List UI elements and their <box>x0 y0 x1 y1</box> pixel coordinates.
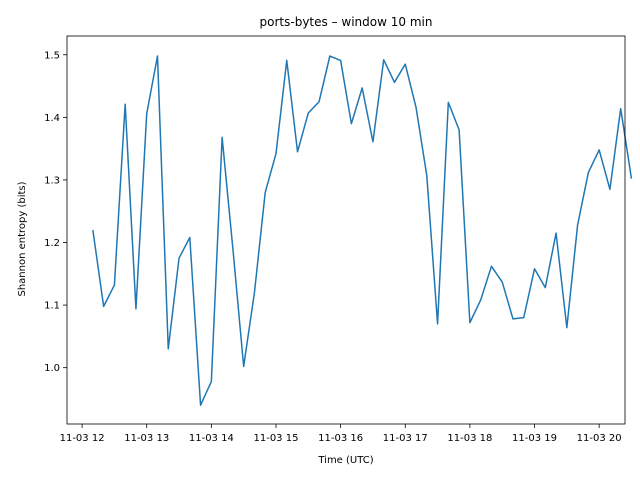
x-tick-label: 11-03 15 <box>253 433 298 444</box>
x-axis-label: Time (UTC) <box>317 455 373 466</box>
y-tick-label: 1.4 <box>44 113 60 124</box>
y-tick-label: 1.2 <box>44 238 60 249</box>
series-line-0 <box>92 55 633 406</box>
x-tick-label: 11-03 17 <box>383 433 428 444</box>
axes-frame <box>66 35 626 425</box>
y-tick-label: 1.0 <box>44 363 60 374</box>
x-tick-label: 11-03 20 <box>577 433 622 444</box>
x-axis-ticks: 11-03 12 11-03 13 11-03 14 11-03 15 11-03 16… <box>60 424 622 444</box>
y-axis-ticks: 1.0 1.1 1.2 1.3 1.4 1.5 <box>44 50 67 374</box>
y-axis-label: Shannon entropy (bits) <box>17 181 28 296</box>
y-tick-label: 1.3 <box>44 175 60 186</box>
x-tick-label: 11-03 12 <box>60 433 105 444</box>
x-tick-label: 11-03 13 <box>124 433 169 444</box>
plot-area <box>66 35 633 425</box>
x-tick-label: 11-03 18 <box>447 433 492 444</box>
x-tick-label: 11-03 19 <box>512 433 557 444</box>
y-tick-label: 1.1 <box>44 301 60 312</box>
x-tick-label: 11-03 14 <box>189 433 234 444</box>
y-tick-label: 1.5 <box>44 50 60 61</box>
chart-title: ports-bytes – window 10 min <box>260 15 433 29</box>
x-tick-label: 11-03 16 <box>318 433 363 444</box>
